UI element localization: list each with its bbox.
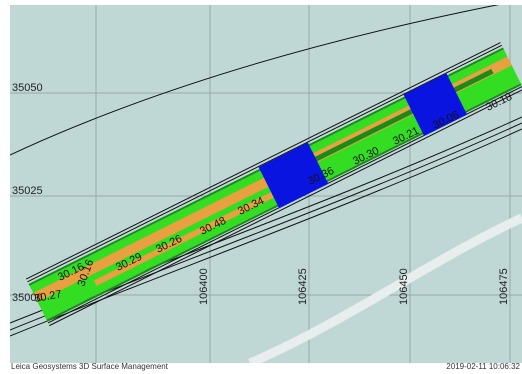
elevation-label: 30.27: [33, 288, 62, 305]
map-view[interactable]: 35050 35025 35000 106400 106425 106450 1…: [10, 5, 522, 363]
y-axis-label: 35050: [12, 82, 43, 94]
x-axis-label: 106450: [398, 268, 410, 305]
x-axis-label: 106425: [297, 268, 309, 305]
map-canvas: 35050 35025 35000 106400 106425 106450 1…: [10, 5, 522, 363]
road-surface: [25, 42, 522, 327]
boundary-line-upper: [10, 5, 500, 156]
y-axis-label: 35000: [12, 292, 43, 304]
x-axis-label: 106400: [198, 268, 210, 305]
footer-company: Leica Geosystems 3D Surface Management: [11, 362, 168, 371]
boundary-line-lower: [10, 128, 522, 337]
x-axis-label: 106475: [498, 268, 510, 305]
footer-timestamp: 2019-02-11 10:06:32: [446, 362, 520, 371]
path-stripe: [248, 213, 522, 363]
y-axis-label: 35025: [12, 185, 43, 197]
